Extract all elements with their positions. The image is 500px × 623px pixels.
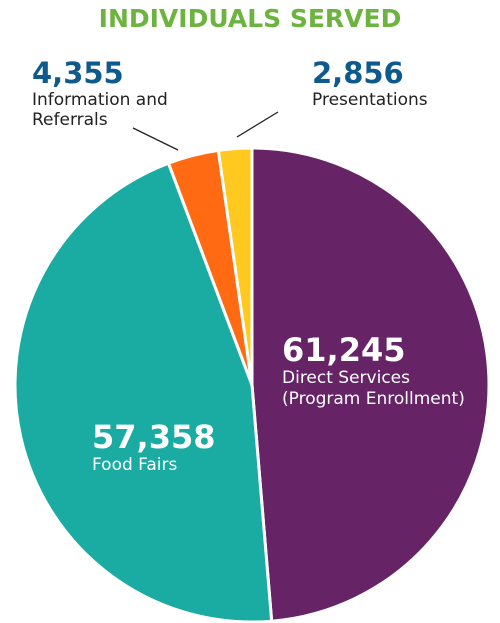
pie-slice [13, 161, 274, 623]
slice-label: 2,856 Presentations [312, 56, 472, 110]
pie-slice [250, 146, 491, 623]
pie-slice [216, 146, 254, 387]
category-label: Presentations [312, 89, 428, 110]
category-label: Information and Referrals [32, 89, 168, 131]
chart-title: INDIVIDUALS SERVED [98, 4, 402, 33]
slice-label: 61,245 Direct Services (Program Enrollme… [282, 331, 482, 409]
category-label: Direct Services (Program Enrollment) [282, 368, 465, 409]
value-label: 2,856 [312, 56, 404, 90]
slice-label: 57,358 Food Fairs [92, 418, 252, 476]
value-label: 57,358 [92, 418, 216, 456]
leader-line [132, 127, 179, 151]
slices [13, 146, 491, 623]
leader-line [236, 111, 279, 138]
value-label: 61,245 [282, 331, 406, 369]
category-label: Food Fairs [92, 455, 178, 476]
slice-label: 4,355 Information and Referrals [32, 56, 192, 131]
value-label: 4,355 [32, 56, 124, 90]
